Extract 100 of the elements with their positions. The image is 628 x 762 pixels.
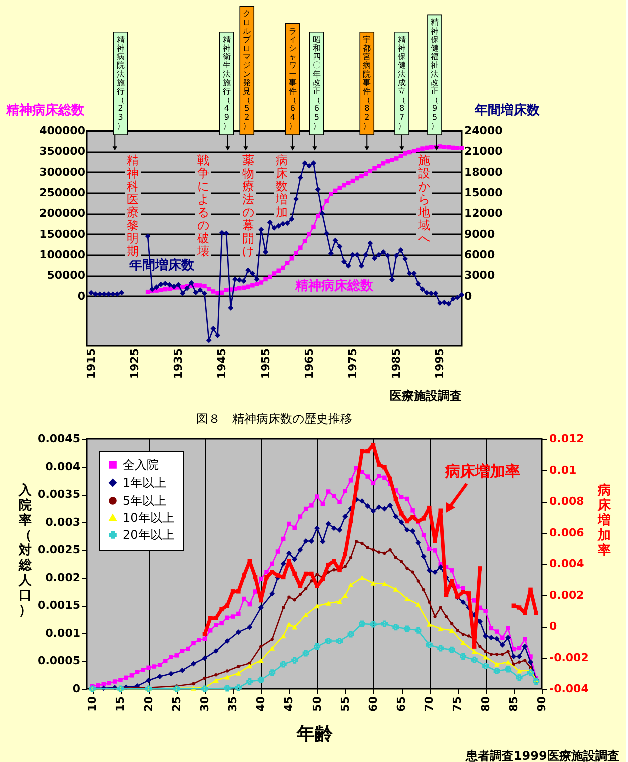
- point: [203, 676, 207, 680]
- y-tick-label: 400000: [40, 124, 86, 138]
- y2-tick-label: 18000: [464, 166, 504, 179]
- point: [528, 670, 534, 676]
- point: [478, 566, 482, 571]
- point: [416, 580, 420, 583]
- point: [292, 572, 297, 576]
- y2-tick-label: 6000: [464, 248, 496, 262]
- point: [270, 646, 276, 651]
- y-tick-label: 0: [72, 682, 81, 696]
- text: 医療施設調査: [390, 389, 462, 403]
- point: [302, 650, 310, 657]
- point: [483, 654, 489, 660]
- annotation: 精神科医療黎明期: [127, 154, 140, 259]
- point: [248, 662, 252, 666]
- point: [293, 598, 296, 602]
- point: [494, 662, 500, 667]
- point: [366, 546, 370, 550]
- y2-tick-label: 0: [550, 620, 558, 633]
- y-tick-label: 50000: [47, 269, 86, 282]
- x-tick-label: 1915: [84, 348, 98, 380]
- point: [224, 674, 230, 680]
- point: [378, 550, 381, 554]
- x-tick-label: 45: [282, 696, 296, 712]
- point: [242, 574, 246, 578]
- text: 患者調査1999医療施設調査: [464, 749, 620, 762]
- x-tick-label: 90: [536, 696, 548, 712]
- y-tick-label: 100000: [40, 248, 86, 262]
- point: [247, 664, 253, 669]
- point: [448, 646, 456, 654]
- point: [214, 674, 218, 677]
- annotation: 薬物療法の幕開け: [242, 154, 254, 259]
- x-tick-label: 1945: [216, 348, 229, 380]
- point: [214, 616, 218, 620]
- point: [482, 662, 490, 670]
- y-tick-label: 0.0015: [38, 599, 80, 612]
- text: 精神病院法施行（23）: [116, 35, 125, 130]
- point: [336, 638, 344, 644]
- point: [438, 626, 444, 632]
- point: [349, 556, 353, 560]
- point: [276, 574, 280, 578]
- point: [332, 568, 336, 572]
- point: [439, 606, 442, 610]
- point: [342, 593, 348, 598]
- point: [360, 576, 365, 580]
- point: [237, 665, 240, 668]
- point: [524, 659, 527, 662]
- point: [314, 604, 320, 609]
- point: [270, 638, 274, 642]
- annotation: 病床数増加: [275, 154, 288, 220]
- text: ライシャワー事件（64）: [288, 26, 297, 130]
- point: [354, 486, 359, 490]
- point: [388, 476, 392, 482]
- point: [517, 606, 522, 610]
- point: [344, 565, 347, 568]
- text: 精神衛生法施行（49）: [222, 35, 231, 130]
- y2-axis-title: 年間増床数: [474, 102, 541, 118]
- point: [316, 572, 319, 576]
- point: [506, 650, 510, 654]
- point: [512, 662, 516, 666]
- point: [411, 570, 414, 574]
- point: [230, 590, 236, 594]
- point: [360, 542, 364, 546]
- point: [450, 622, 454, 626]
- y2-tick-label: 9000: [464, 228, 496, 241]
- point: [523, 610, 528, 616]
- point: [495, 652, 499, 656]
- point: [400, 560, 404, 564]
- x-tick-label: 1935: [172, 348, 186, 380]
- point: [382, 582, 388, 586]
- x-tick-label: 20: [142, 696, 156, 712]
- y2-tick-label: 21000: [464, 145, 504, 158]
- point: [428, 506, 432, 510]
- y-tick-label: 0.002: [46, 571, 80, 584]
- point: [472, 649, 478, 654]
- point: [303, 612, 309, 618]
- y2-tick-label: 24000: [464, 124, 504, 138]
- x-tick-label: 70: [423, 696, 436, 712]
- legend-label: 1年以上: [123, 476, 167, 490]
- point: [438, 645, 444, 652]
- y-tick-label: 250000: [40, 186, 86, 200]
- x-tick-label: 1995: [434, 348, 447, 380]
- point: [280, 634, 286, 639]
- text: 宇都宮病院事件（82）: [363, 35, 372, 130]
- point: [382, 465, 387, 470]
- text: 昭和四〇年改正（65）: [312, 35, 321, 130]
- point: [472, 644, 477, 649]
- y2-tick-label: -0.002: [550, 651, 589, 664]
- y-tick-label: 350000: [40, 145, 86, 158]
- text: 入院率（対総人口）: [19, 484, 32, 618]
- point: [484, 650, 488, 654]
- x-tick-label: 1975: [346, 348, 360, 380]
- point: [518, 660, 522, 664]
- point: [236, 590, 241, 594]
- point: [258, 676, 264, 684]
- x-tick-label: 35: [226, 696, 240, 712]
- point: [490, 652, 494, 656]
- point: [444, 593, 449, 598]
- point: [220, 607, 224, 612]
- y-axis-title: 精神病床総数: [6, 102, 86, 118]
